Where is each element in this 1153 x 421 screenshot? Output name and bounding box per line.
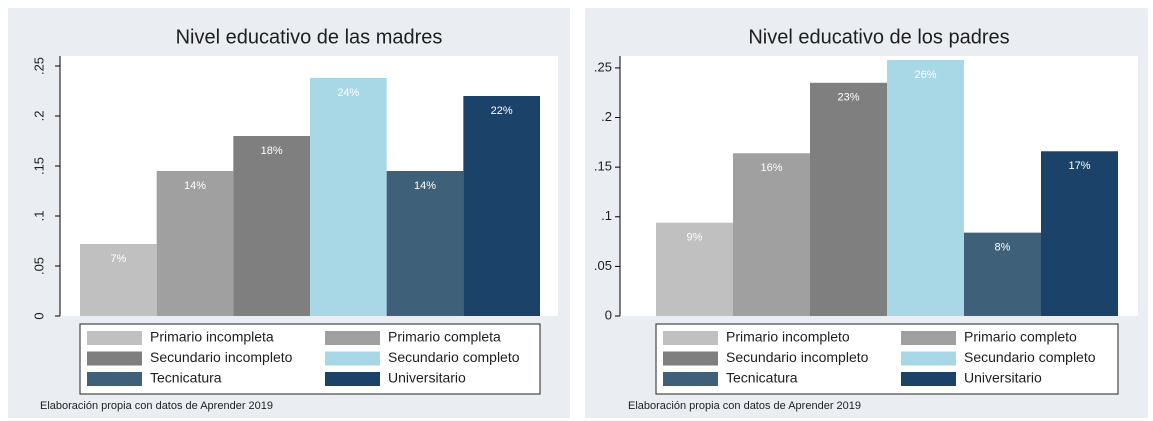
legend-label: Universitario	[964, 370, 1042, 386]
legend-label: Universitario	[388, 370, 466, 386]
chart-title: Nivel educativo de los padres	[748, 26, 1009, 48]
legend-swatch	[901, 351, 956, 366]
bar	[386, 171, 464, 316]
value-label: 8%	[995, 242, 1011, 254]
legend-swatch	[87, 372, 142, 386]
value-label: 23%	[837, 92, 859, 104]
legend-swatch	[663, 351, 718, 366]
value-label: 18%	[261, 145, 283, 157]
bar	[80, 244, 157, 316]
y-tick-label: .05	[594, 258, 612, 273]
legend-label: Secundario completo	[964, 349, 1096, 365]
legend-swatch	[901, 331, 956, 345]
bar	[964, 232, 1041, 316]
legend-swatch	[87, 331, 142, 345]
legend-swatch	[87, 351, 142, 366]
legend-label: Secundario completo	[388, 349, 520, 365]
value-label: 26%	[914, 69, 936, 81]
bar	[156, 171, 234, 316]
value-label: 16%	[760, 162, 782, 174]
bar	[1041, 151, 1118, 316]
y-tick-label: .15	[31, 157, 46, 175]
legend-label: Primario incompleta	[150, 329, 274, 345]
legend-label: Primario incompleto	[726, 329, 850, 345]
bar	[887, 59, 964, 316]
y-tick-label: .2	[601, 109, 612, 124]
value-label: 14%	[184, 180, 206, 192]
value-label: 9%	[687, 232, 703, 244]
legend-box	[655, 323, 1119, 395]
note: Elaboración propia con datos de Aprender…	[40, 400, 273, 412]
legend-swatch	[325, 351, 380, 366]
y-tick-label: .1	[31, 211, 46, 222]
chart-title: Nivel educativo de las madres	[176, 26, 443, 48]
legend-swatch	[325, 372, 380, 386]
legend-label: Tecnicatura	[150, 370, 222, 386]
legend-label: Primario completo	[964, 329, 1077, 345]
y-tick-label: .05	[31, 257, 46, 275]
legend-label: Primario completa	[388, 329, 501, 345]
y-tick-label: .25	[594, 59, 612, 74]
bar	[656, 222, 733, 316]
value-label: 14%	[414, 180, 436, 192]
bar	[463, 96, 540, 316]
y-tick-label: 0	[31, 312, 46, 319]
legend-swatch	[901, 372, 956, 386]
legend-swatch	[663, 372, 718, 386]
y-tick-label: .25	[31, 57, 46, 75]
value-label: 7%	[110, 253, 126, 265]
legend-label: Secundario incompleto	[726, 349, 869, 365]
bar	[733, 153, 810, 316]
y-tick-label: .2	[31, 111, 46, 122]
value-label: 17%	[1068, 160, 1090, 172]
value-label: 22%	[491, 105, 513, 117]
y-tick-label: .1	[601, 208, 612, 223]
legend-label: Secundario incompleto	[150, 349, 293, 365]
legend-swatch	[663, 331, 718, 345]
bar	[810, 82, 887, 317]
bar	[310, 78, 387, 316]
value-label: 24%	[337, 87, 359, 99]
y-tick-label: 0	[605, 307, 612, 322]
note: Elaboración propia con datos de Aprender…	[628, 400, 861, 412]
legend-label: Tecnicatura	[726, 370, 798, 386]
bar	[233, 136, 310, 316]
y-tick-label: .15	[594, 159, 612, 174]
legend-swatch	[325, 331, 380, 345]
legend-box	[79, 323, 541, 395]
